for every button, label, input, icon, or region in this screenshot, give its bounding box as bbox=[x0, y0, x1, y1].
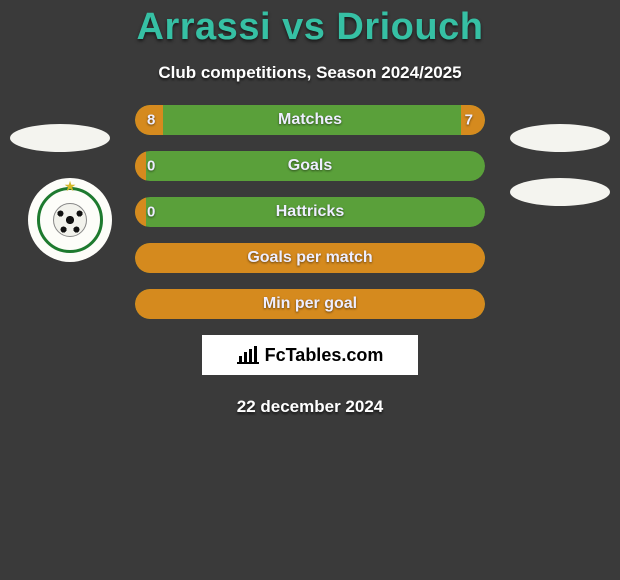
stat-value-right: 7 bbox=[465, 112, 473, 129]
stats-area: Matches 8 7 Goals 0 Hattricks 0 Goals per match… bbox=[0, 105, 620, 319]
date: 22 december 2024 bbox=[0, 397, 620, 417]
bar-chart-icon bbox=[237, 346, 259, 364]
stat-row: Matches 8 7 bbox=[135, 105, 485, 135]
page-title: Arrassi vs Driouch bbox=[0, 0, 620, 49]
brand-text: FcTables.com bbox=[265, 345, 384, 366]
stat-label: Goals per match bbox=[247, 249, 372, 267]
stat-fill-left bbox=[135, 197, 146, 227]
stat-label: Hattricks bbox=[276, 203, 344, 221]
stat-row: Min per goal bbox=[135, 289, 485, 319]
stat-row: Goals 0 bbox=[135, 151, 485, 181]
stat-row: Hattricks 0 bbox=[135, 197, 485, 227]
stat-fill-left bbox=[135, 151, 146, 181]
brand-box: FcTables.com bbox=[202, 335, 418, 375]
stat-label: Min per goal bbox=[263, 295, 357, 313]
stat-row: Goals per match bbox=[135, 243, 485, 273]
stat-value-left: 0 bbox=[147, 204, 155, 221]
subtitle: Club competitions, Season 2024/2025 bbox=[0, 63, 620, 83]
stat-value-left: 8 bbox=[147, 112, 155, 129]
stat-label: Goals bbox=[288, 157, 332, 175]
stat-value-left: 0 bbox=[147, 158, 155, 175]
stat-label: Matches bbox=[278, 111, 342, 129]
